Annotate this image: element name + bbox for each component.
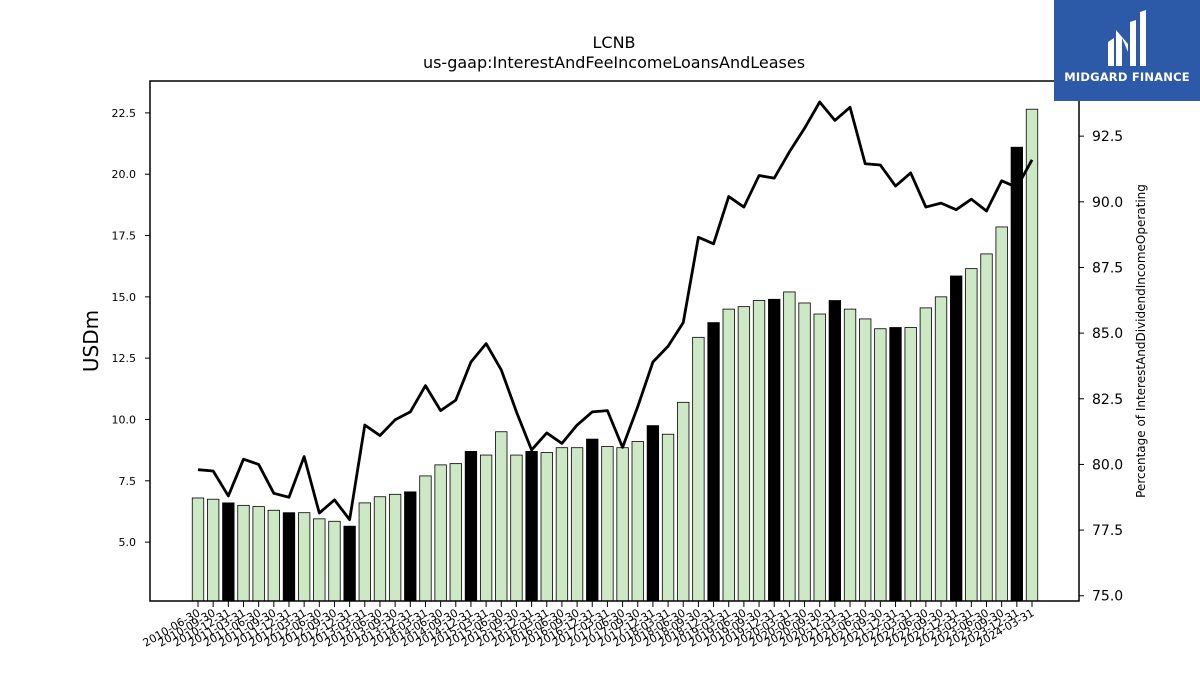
brand-logo: MIDGARD FINANCE <box>1054 0 1200 101</box>
y2-tick-label: 82.5 <box>1092 392 1123 408</box>
line-series <box>197 100 1034 521</box>
bar <box>328 520 341 602</box>
bar <box>965 268 978 602</box>
y-tick-label: 17.5 <box>112 230 137 243</box>
y2-tick-label: 87.5 <box>1092 260 1123 276</box>
bar <box>919 307 932 602</box>
bar <box>1025 108 1039 602</box>
y-tick-label: 12.5 <box>112 352 137 365</box>
y-tick-label: 10.0 <box>112 413 137 426</box>
bar <box>631 441 644 602</box>
bar <box>267 509 280 602</box>
bar <box>798 302 811 602</box>
bar <box>222 502 235 602</box>
bar <box>434 464 447 602</box>
midgard-logo-icon <box>1108 10 1146 66</box>
bar <box>373 496 387 602</box>
bar <box>343 525 356 602</box>
bar <box>616 447 629 602</box>
bar <box>297 512 311 602</box>
y-axis-left: 5.0 7.5 10.0 12.5 15.0 17.5 20.0 22.5 <box>112 107 150 549</box>
y2-tick-label: 77.5 <box>1092 523 1123 539</box>
bar <box>722 308 735 602</box>
bar <box>191 497 205 602</box>
x-axis: 2010-06-302010-09-302010-12-312011-03-31… <box>141 601 1037 650</box>
bar <box>586 438 599 602</box>
bar <box>525 450 538 602</box>
y-axis-right: 75.0 77.5 80.0 82.5 85.0 87.5 90.0 92.5 <box>1079 129 1123 605</box>
bar <box>934 296 948 602</box>
y2-tick-label: 90.0 <box>1092 195 1123 211</box>
bar <box>237 504 250 602</box>
y-axis-label: USDm <box>79 310 103 372</box>
bar <box>889 327 902 602</box>
bar <box>1010 146 1023 602</box>
bar <box>464 450 478 602</box>
bar <box>677 401 690 602</box>
y2-tick-label: 92.5 <box>1092 129 1123 145</box>
bar <box>510 454 523 602</box>
bar <box>661 433 675 602</box>
bar <box>555 447 569 602</box>
bar <box>388 493 402 602</box>
bar <box>601 446 614 602</box>
bar <box>995 226 1008 602</box>
bar <box>358 502 371 602</box>
y-tick-label: 22.5 <box>112 107 137 120</box>
bar <box>495 431 508 602</box>
bar <box>752 300 766 602</box>
y-tick-label: 7.5 <box>119 475 137 488</box>
bar <box>252 506 265 602</box>
bar <box>859 318 872 602</box>
bar <box>419 475 432 602</box>
bar <box>980 253 993 602</box>
bar <box>707 322 720 602</box>
bar <box>282 512 296 602</box>
chart-subtitle: us-gaap:InterestAndFeeIncomeLoansAndLeas… <box>423 53 805 72</box>
y-tick-label: 20.0 <box>112 168 137 181</box>
bar <box>646 425 660 602</box>
chart-title: LCNB <box>592 33 635 52</box>
bar <box>828 300 842 602</box>
brand-name: MIDGARD FINANCE <box>1064 70 1190 84</box>
line-path <box>197 100 1034 521</box>
bar <box>313 518 326 602</box>
bar <box>904 327 917 602</box>
y-tick-label: 15.0 <box>112 291 137 304</box>
y-tick-label: 5.0 <box>119 536 137 549</box>
bar <box>737 306 751 602</box>
bar <box>207 498 220 602</box>
bar <box>950 275 963 602</box>
bar <box>813 313 826 602</box>
y2-tick-label: 80.0 <box>1092 457 1123 473</box>
bar <box>479 454 493 602</box>
bar <box>783 291 796 602</box>
bar-series <box>191 108 1039 602</box>
plot-frame <box>149 80 1080 602</box>
bar <box>570 447 584 602</box>
bar <box>692 336 705 602</box>
bar <box>404 491 417 602</box>
bar <box>768 298 781 602</box>
y2-tick-label: 75.0 <box>1092 589 1123 605</box>
bar <box>874 328 887 602</box>
bar <box>843 308 857 602</box>
y2-axis-label: Percentage of InterestAndDividendIncomeO… <box>1134 184 1148 498</box>
bar <box>540 452 553 602</box>
y2-tick-label: 85.0 <box>1092 326 1123 342</box>
bar <box>449 463 462 602</box>
